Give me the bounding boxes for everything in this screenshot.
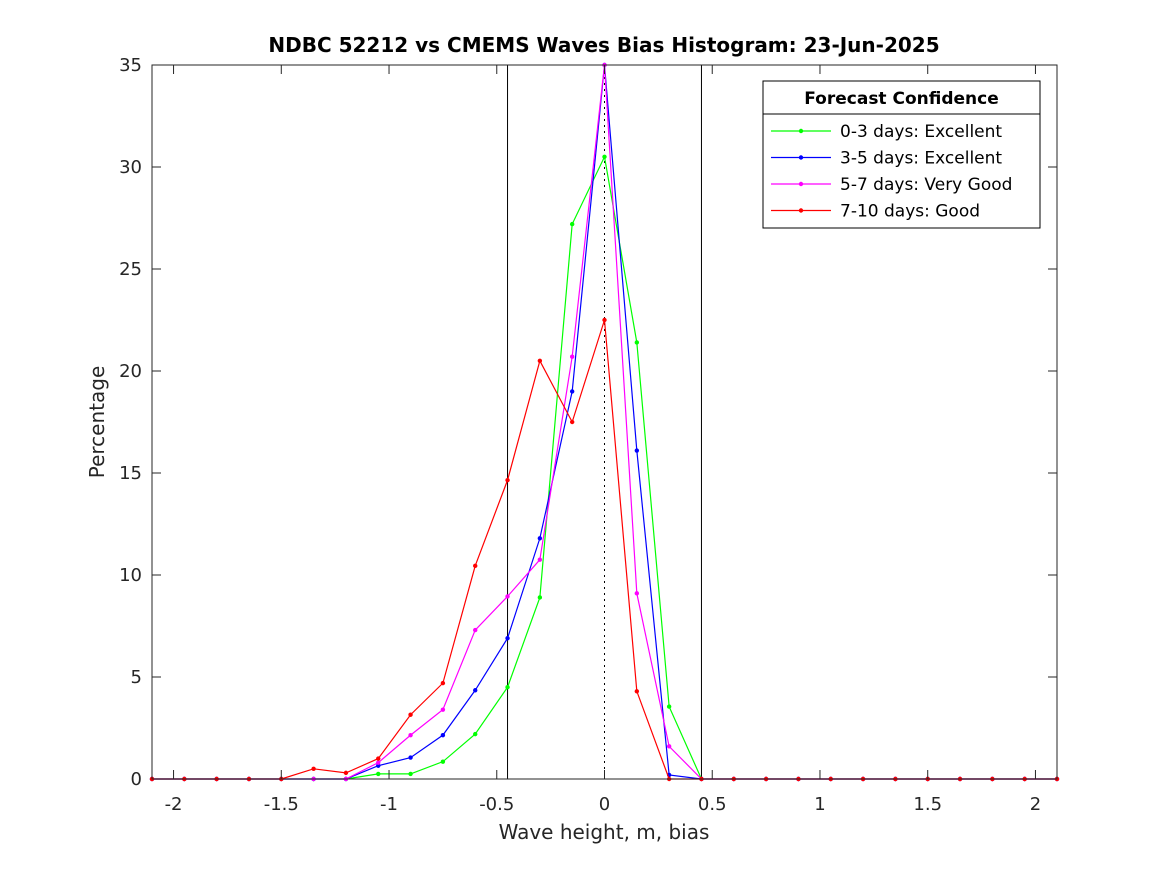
data-point [666, 704, 672, 709]
y-tick-label: 20 [119, 361, 142, 382]
data-point [440, 732, 446, 738]
legend-item-4: 7-10 days: Good [771, 202, 980, 222]
x-tick-label: -1 [380, 794, 398, 815]
data-point [440, 759, 446, 764]
legend-swatch-marker [798, 155, 804, 160]
data-point [569, 354, 575, 359]
data-point [634, 591, 640, 596]
data-point [505, 477, 510, 483]
x-tick-label: -1.5 [264, 794, 299, 815]
data-point [473, 688, 478, 693]
y-tick-label: 10 [119, 565, 142, 586]
data-point [569, 389, 575, 394]
y-tick-label: 0 [131, 769, 142, 790]
legend-label: 7-10 days: Good [840, 202, 980, 222]
x-tick-label: -2 [165, 794, 183, 815]
y-tick-label: 30 [119, 157, 142, 178]
x-tick-label: 0.5 [698, 794, 727, 815]
data-point [505, 636, 510, 641]
data-point [376, 756, 381, 761]
data-point [666, 744, 672, 749]
data-point [505, 594, 510, 599]
data-point [537, 358, 543, 363]
legend-swatch-marker [798, 181, 804, 187]
data-point [569, 221, 575, 227]
y-tick-label: 5 [131, 667, 142, 688]
reference-lines [507, 65, 702, 779]
y-tick-label: 35 [119, 55, 142, 76]
legend-item-3: 5-7 days: Very Good [771, 175, 1012, 195]
legend: Forecast Confidence 0-3 days: Excellent 3-… [762, 80, 1041, 229]
chart-title: NDBC 52212 vs CMEMS Waves Bias Histogram… [268, 33, 939, 57]
data-point [537, 595, 543, 600]
data-point [537, 557, 543, 562]
data-point [408, 771, 413, 777]
y-tick-label: 15 [119, 463, 142, 484]
x-axis-title: Wave height, m, bias [499, 820, 710, 844]
data-point [376, 771, 381, 777]
legend-swatch-marker [798, 128, 804, 134]
data-point [602, 317, 607, 323]
legend-swatch-marker [798, 208, 804, 213]
data-point [634, 340, 640, 345]
data-point [376, 760, 381, 765]
data-point [408, 712, 413, 717]
data-point [343, 770, 349, 776]
legend-item-2: 3-5 days: Excellent [771, 149, 1002, 169]
data-point [311, 766, 316, 771]
legend-label: 3-5 days: Excellent [840, 149, 1002, 169]
data-point [602, 154, 607, 159]
x-tick-label: 1.5 [913, 794, 942, 815]
data-point [408, 755, 413, 760]
data-point [505, 685, 510, 690]
legend-label: 0-3 days: Excellent [840, 122, 1002, 142]
data-point [537, 536, 543, 541]
data-point [408, 732, 413, 738]
x-tick-label: 2 [1030, 794, 1041, 815]
legend-item-1: 0-3 days: Excellent [771, 122, 1002, 142]
data-point [440, 680, 446, 686]
data-point [634, 448, 640, 453]
legend-title: Forecast Confidence [804, 89, 999, 109]
data-point [569, 419, 575, 425]
legend-label: 5-7 days: Very Good [840, 175, 1012, 195]
x-tick-label: 1 [814, 794, 825, 815]
data-point [440, 707, 446, 712]
legend-box [762, 80, 1041, 229]
data-point [634, 689, 640, 694]
data-point [473, 627, 478, 633]
x-tick-label: 0 [599, 794, 610, 815]
x-tick-label: -0.5 [479, 794, 514, 815]
data-point [473, 731, 478, 737]
data-point [376, 763, 381, 768]
data-point [473, 563, 478, 569]
y-tick-label: 25 [119, 259, 142, 280]
y-axis-title: Percentage [85, 366, 109, 479]
